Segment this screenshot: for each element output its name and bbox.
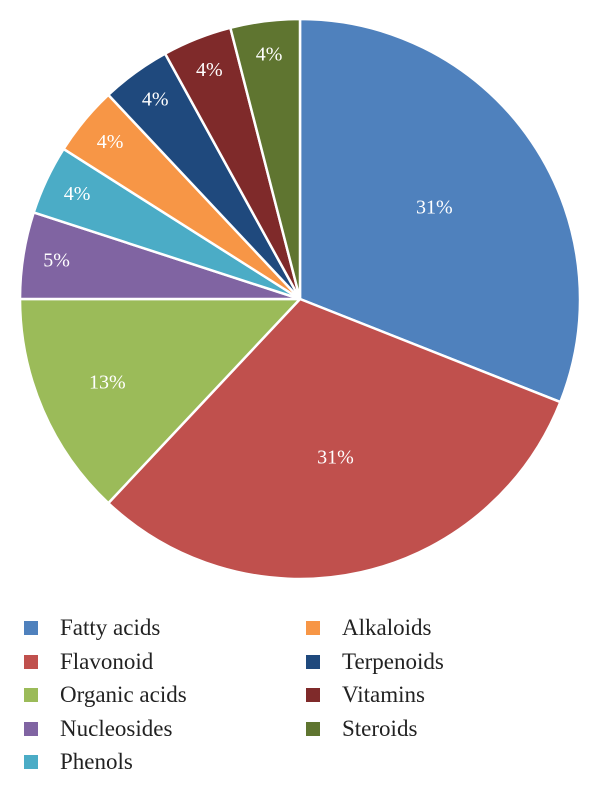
legend-item-steroids: Steroids: [306, 713, 417, 745]
pie-slice-fatty-acids: [298, 17, 582, 404]
legend-item-flavonoid: Flavonoid: [24, 646, 153, 678]
legend-label: Alkaloids: [342, 615, 432, 640]
legend-label: Phenols: [60, 749, 133, 774]
legend-item-nucleosides: Nucleosides: [24, 713, 172, 745]
legend-label: Nucleosides: [60, 715, 173, 741]
pie-slice-steroids: [229, 17, 302, 301]
legend-item-fatty-acids: Fatty acids: [24, 612, 160, 644]
legend-swatch: [306, 688, 320, 702]
slice-label-fatty-acids: 31%: [416, 197, 453, 219]
pie-chart: 31% 31% 13% 5% 4% 4% 4% 4% 4%: [18, 17, 582, 581]
slice-label-vitamins: 4%: [196, 59, 223, 81]
slice-label-phenols: 4%: [64, 183, 91, 205]
legend-swatch: [24, 688, 38, 702]
legend-swatch: [24, 755, 38, 769]
pie-slice-flavonoid: [107, 297, 562, 581]
legend-label: Terpenoids: [342, 648, 444, 674]
legend-label: Steroids: [342, 715, 418, 741]
legend-label: Vitamins: [342, 682, 425, 707]
slice-label-alkaloids: 4%: [97, 131, 124, 153]
legend: Fatty acids Flavonoid Organic acids Nucleos…: [24, 612, 584, 787]
legend-swatch: [306, 621, 320, 635]
slice-label-flavonoid: 31%: [317, 447, 354, 469]
slice-label-steroids: 4%: [256, 44, 283, 66]
legend-swatch: [306, 654, 320, 669]
slice-label-organic-acids: 13%: [89, 371, 126, 393]
legend-swatch: [24, 621, 38, 635]
legend-label: Flavonoid: [60, 648, 154, 674]
legend-swatch: [306, 721, 320, 736]
legend-item-phenols: Phenols: [24, 746, 133, 778]
legend-label: Fatty acids: [60, 615, 161, 640]
legend-swatch: [24, 654, 38, 669]
legend-item-alkaloids: Alkaloids: [306, 612, 431, 644]
legend-label: Organic acids: [60, 682, 187, 707]
slice-label-nucleosides: 5%: [43, 250, 70, 272]
pie-slices: [18, 17, 582, 581]
legend-item-terpenoids: Terpenoids: [306, 646, 444, 678]
slice-label-terpenoids: 4%: [142, 89, 169, 111]
pie-labels: 31% 31% 13% 5% 4% 4% 4% 4% 4%: [43, 44, 452, 469]
pie-slice-organic-acids: [18, 297, 302, 505]
legend-swatch: [24, 721, 38, 736]
legend-item-vitamins: Vitamins: [306, 679, 425, 711]
legend-item-organic-acids: Organic acids: [24, 679, 187, 711]
